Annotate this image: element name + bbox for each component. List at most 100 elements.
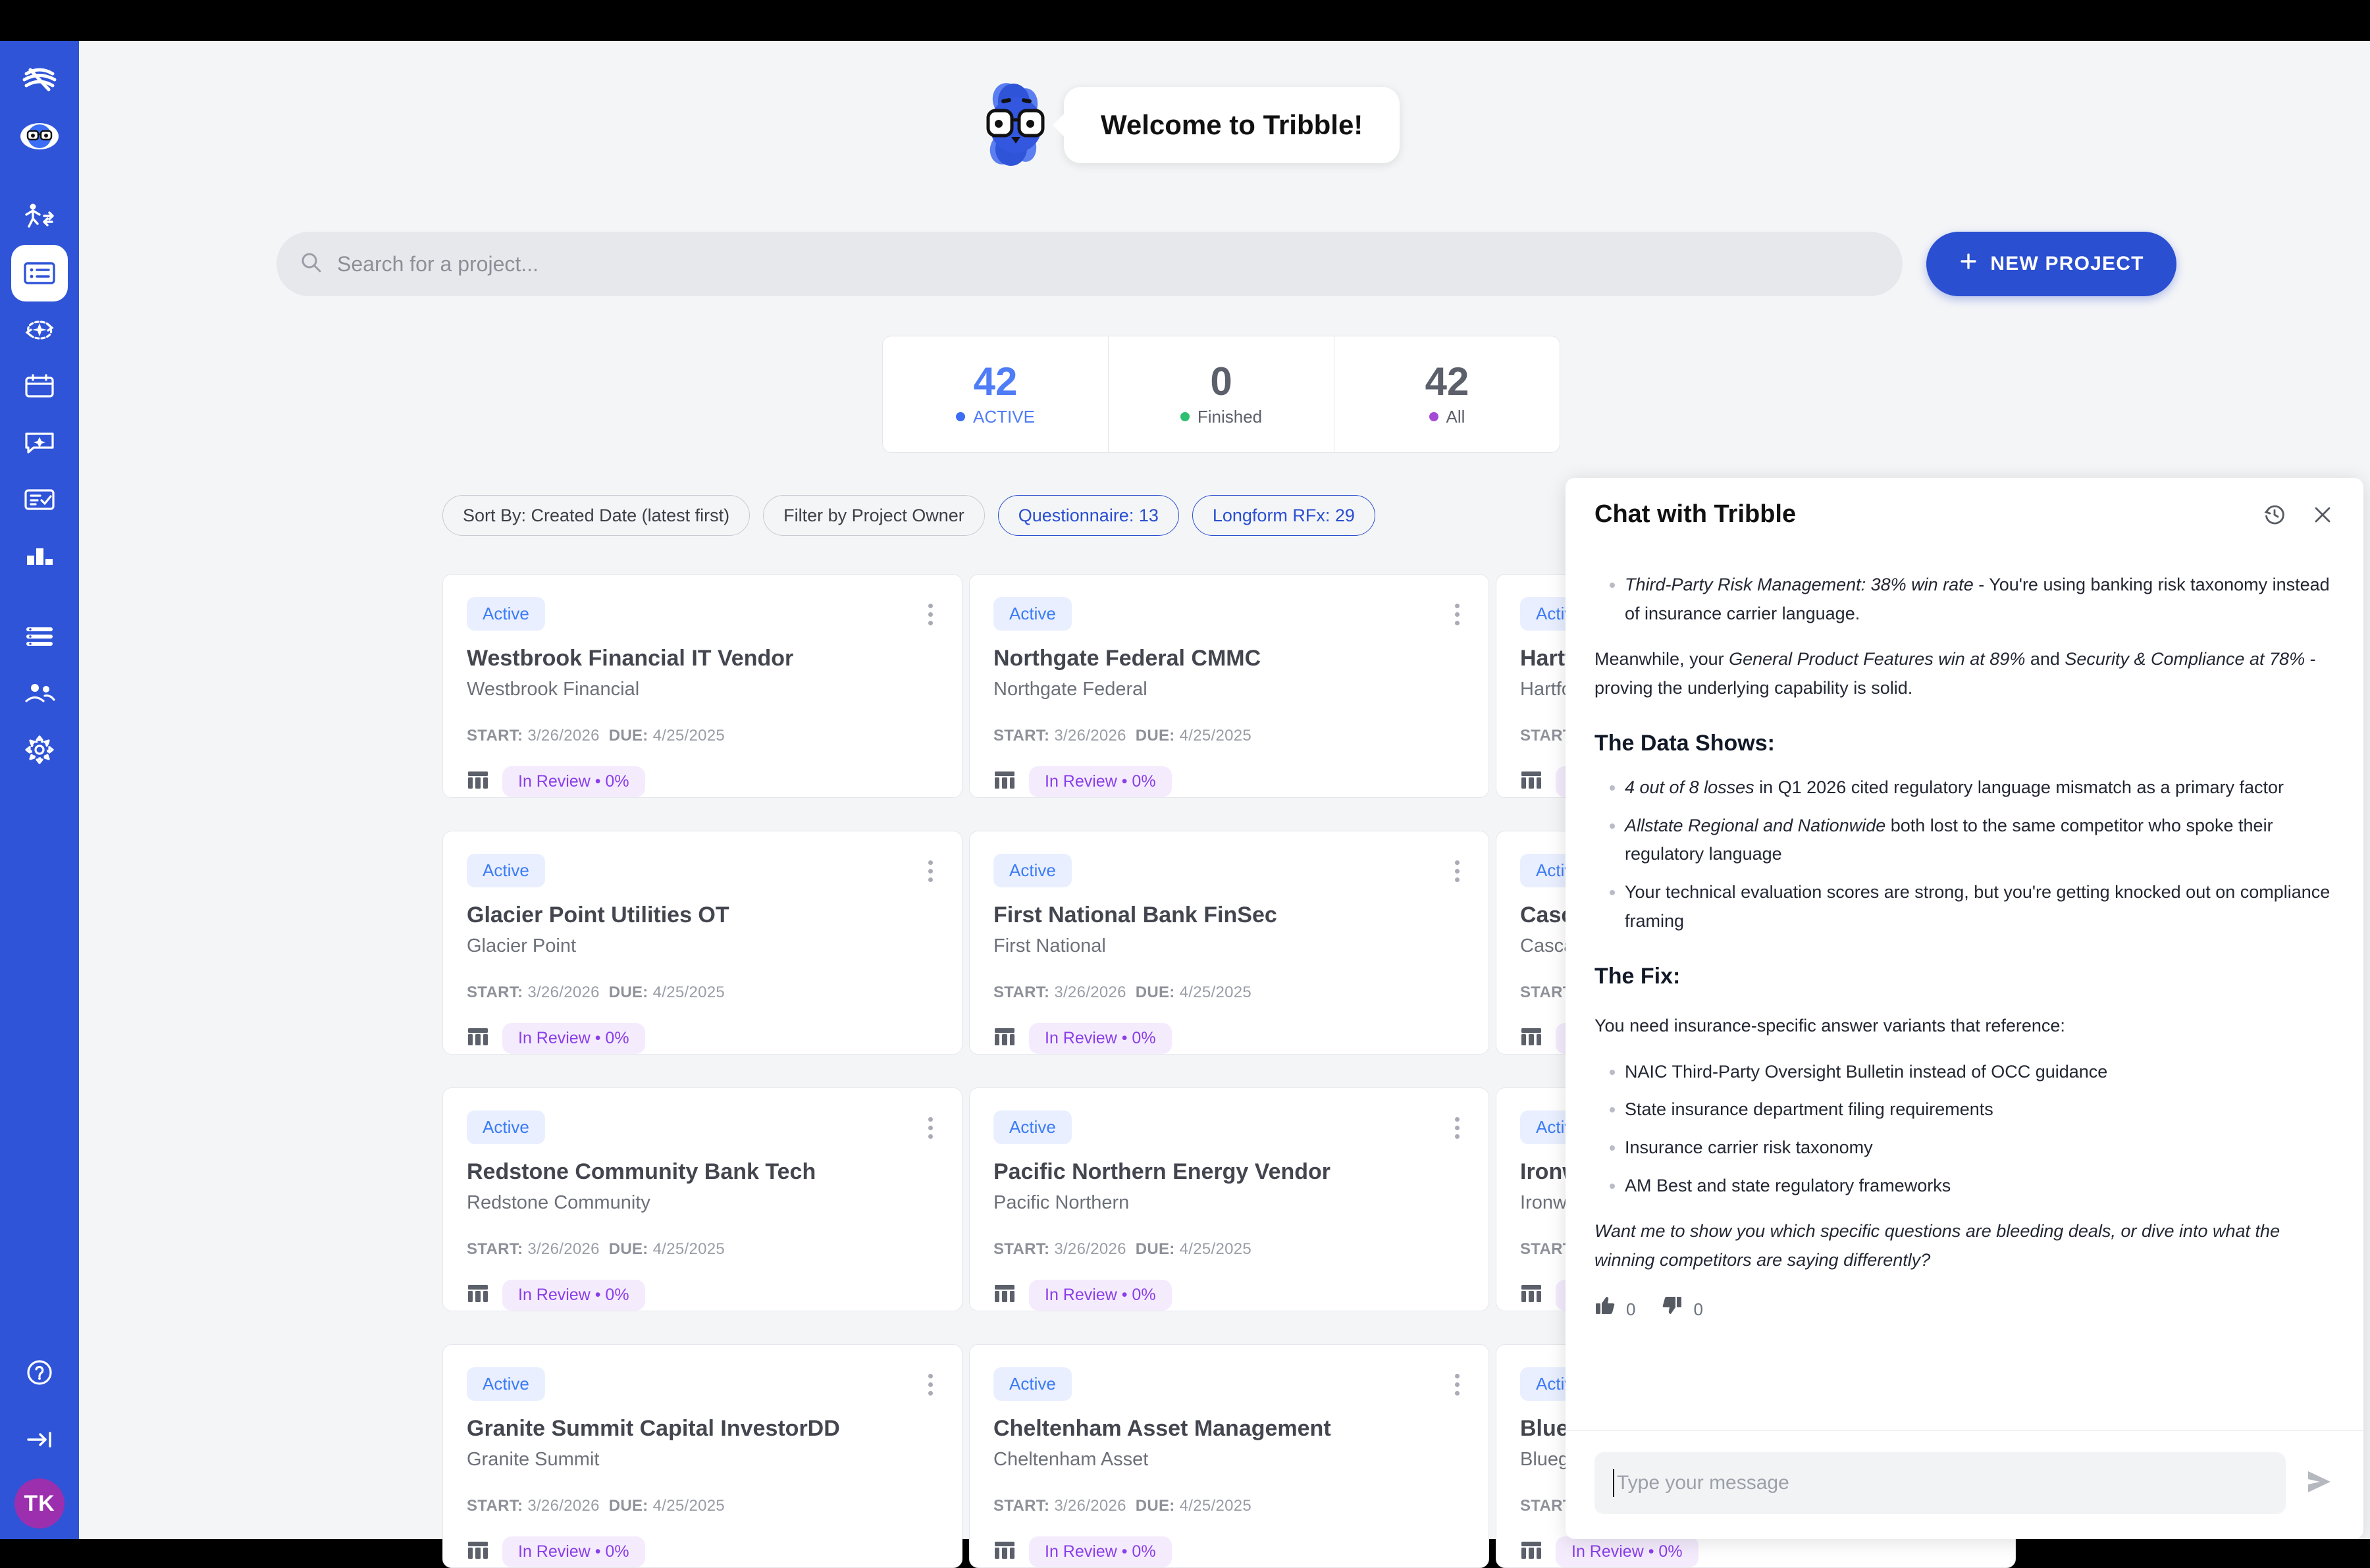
table-columns-icon xyxy=(993,1540,1016,1564)
status-badge: Active xyxy=(467,854,545,887)
project-title: Northgate Federal CMMC xyxy=(993,646,1261,671)
kebab-menu-icon[interactable] xyxy=(923,597,938,632)
question-circle-icon xyxy=(25,1358,54,1387)
search-input[interactable]: Search for a project... xyxy=(276,232,1903,296)
thumbs-up-icon xyxy=(1594,1295,1616,1324)
stacked-lines-icon xyxy=(24,625,55,648)
chat-fix-list: NAIC Third-Party Oversight Bulletin inst… xyxy=(1594,1058,2334,1201)
stat-all-count: 42 xyxy=(1425,359,1469,404)
filter-sort-by[interactable]: Sort By: Created Date (latest first) xyxy=(442,495,750,536)
project-card[interactable]: Active First National Bank FinSec First Na… xyxy=(969,831,1489,1055)
table-columns-icon xyxy=(993,1026,1016,1051)
chat-header: Chat with Tribble xyxy=(1566,478,2363,544)
users-icon xyxy=(22,682,57,704)
chat-input-placeholder: Type your message xyxy=(1617,1472,1789,1494)
thumbs-up-button[interactable]: 0 xyxy=(1594,1295,1635,1324)
project-dates: START: 3/26/2026 DUE: 4/25/2025 xyxy=(993,1240,1252,1259)
stat-all-label: All xyxy=(1446,406,1465,427)
chat-title: Chat with Tribble xyxy=(1594,500,1797,528)
project-title: Glacier Point Utilities OT xyxy=(467,902,729,928)
filter-questionnaire[interactable]: Questionnaire: 13 xyxy=(997,495,1179,536)
history-clock-icon[interactable] xyxy=(2262,502,2287,527)
sidebar-item-messages[interactable] xyxy=(11,415,68,471)
stat-all[interactable]: 42 All xyxy=(1334,336,1560,452)
send-arrow-icon[interactable] xyxy=(2303,1467,2334,1500)
project-card[interactable]: Active Granite Summit Capital InvestorDD G… xyxy=(442,1344,962,1568)
project-card[interactable]: Active Westbrook Financial IT Vendor Westb… xyxy=(442,574,962,798)
kebab-menu-icon[interactable] xyxy=(923,1367,938,1402)
kebab-menu-icon[interactable] xyxy=(1450,854,1465,889)
stat-finished-label: Finished xyxy=(1197,406,1263,427)
chat-meanwhile-mid: and xyxy=(2025,649,2065,669)
progress-chip: In Review • 0% xyxy=(502,1536,645,1568)
progress-chip: In Review • 0% xyxy=(1029,1023,1172,1055)
project-card[interactable]: Active Cheltenham Asset Management Chelten… xyxy=(969,1344,1489,1568)
thumbs-up-count: 0 xyxy=(1626,1299,1636,1319)
avatar[interactable]: TK xyxy=(14,1478,65,1529)
stat-active[interactable]: 42 ACTIVE xyxy=(883,336,1108,452)
sidebar-item-calendar[interactable] xyxy=(11,358,68,415)
project-client: Granite Summit xyxy=(467,1449,600,1471)
kebab-menu-icon[interactable] xyxy=(1450,597,1465,632)
close-icon[interactable] xyxy=(2311,503,2334,527)
chat-feedback-row: 0 0 xyxy=(1594,1295,2334,1324)
sidebar-item-settings[interactable] xyxy=(11,721,68,778)
kebab-menu-icon[interactable] xyxy=(923,1111,938,1145)
kebab-menu-icon[interactable] xyxy=(1450,1111,1465,1145)
chat-fix-item: Insurance carrier risk taxonomy xyxy=(1625,1134,2334,1163)
status-badge: Active xyxy=(993,597,1072,631)
thumbs-down-icon xyxy=(1662,1295,1683,1324)
chat-data-shows-item: Your technical evaluation scores are str… xyxy=(1625,878,2334,935)
project-client: Westbrook Financial xyxy=(467,679,640,700)
sidebar-item-projects[interactable] xyxy=(11,245,68,301)
chat-message-input[interactable]: Type your message xyxy=(1594,1452,2286,1514)
project-card[interactable]: Active Redstone Community Bank Tech Redsto… xyxy=(442,1087,962,1311)
chat-meanwhile-post: - proving the underlying capability is s… xyxy=(1594,649,2316,698)
filter-project-owner[interactable]: Filter by Project Owner xyxy=(763,495,985,536)
sidebar-item-analytics[interactable] xyxy=(11,528,68,585)
sidebar-item-logo[interactable] xyxy=(11,51,68,108)
sidebar-item-tasks[interactable] xyxy=(11,471,68,528)
status-badge: Active xyxy=(993,1367,1072,1401)
table-columns-icon xyxy=(1520,1026,1542,1051)
sidebar-item-help[interactable] xyxy=(11,1344,68,1401)
sidebar-item-workflows[interactable] xyxy=(11,188,68,245)
progress-chip: In Review • 0% xyxy=(502,1280,645,1311)
table-columns-icon xyxy=(1520,770,1542,794)
status-badge: Active xyxy=(993,854,1072,887)
project-title: Granite Summit Capital InvestorDD xyxy=(467,1416,840,1441)
stat-finished[interactable]: 0 Finished xyxy=(1108,336,1334,452)
chat-bullet-top-list: Third-Party Risk Management: 38% win rat… xyxy=(1594,571,2334,628)
list-card-icon xyxy=(23,261,56,286)
filter-longform-rfx[interactable]: Longform RFx: 29 xyxy=(1192,495,1375,536)
chat-bullet-top: Third-Party Risk Management: 38% win rat… xyxy=(1625,571,2334,628)
thumbs-down-button[interactable]: 0 xyxy=(1662,1295,1703,1324)
progress-chip: In Review • 0% xyxy=(502,1023,645,1055)
project-dates: START: 3/26/2026 DUE: 4/25/2025 xyxy=(993,727,1252,745)
table-columns-icon xyxy=(993,1283,1016,1307)
project-card[interactable]: Active Glacier Point Utilities OT Glacier … xyxy=(442,831,962,1055)
stat-active-label: ACTIVE xyxy=(973,406,1035,427)
status-badge: Active xyxy=(467,597,545,631)
chat-data-shows-list: 4 out of 8 losses in Q1 2026 cited regul… xyxy=(1594,773,2334,936)
filter-pill-row: Sort By: Created Date (latest first) Fil… xyxy=(442,495,1375,536)
search-icon xyxy=(300,251,323,277)
sidebar-collapse-button[interactable] xyxy=(11,1411,68,1468)
kebab-menu-icon[interactable] xyxy=(923,854,938,889)
sidebar-item-library[interactable] xyxy=(11,608,68,665)
project-card[interactable]: Active Pacific Northern Energy Vendor Paci… xyxy=(969,1087,1489,1311)
project-client: Redstone Community xyxy=(467,1192,650,1214)
sidebar-item-people[interactable] xyxy=(11,665,68,721)
chat-fix-intro: You need insurance-specific answer varia… xyxy=(1594,1015,2065,1035)
project-card[interactable]: Active Northgate Federal CMMC Northgate Fe… xyxy=(969,574,1489,798)
project-client: First National xyxy=(993,935,1106,957)
project-title: Cheltenham Asset Management xyxy=(993,1416,1331,1441)
kebab-menu-icon[interactable] xyxy=(1450,1367,1465,1402)
project-client: Cheltenham Asset xyxy=(993,1449,1149,1471)
refresh-sparkle-icon xyxy=(23,316,56,344)
sidebar-item-sync[interactable] xyxy=(11,301,68,358)
new-project-button[interactable]: NEW PROJECT xyxy=(1926,232,2176,296)
bar-chart-icon xyxy=(24,546,55,567)
sidebar-item-mascot[interactable] xyxy=(11,108,68,165)
